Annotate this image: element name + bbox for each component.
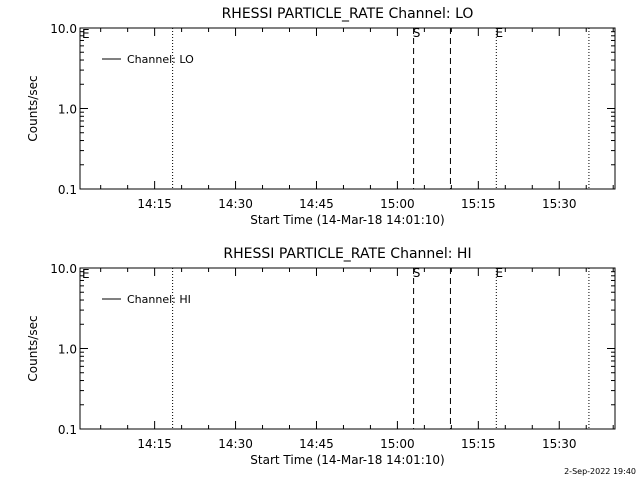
x-tick-label: 15:15 [461, 437, 496, 451]
y-tick-label: 1.0 [58, 103, 77, 117]
x-tick-label: 14:45 [299, 197, 334, 211]
x-tick-label: 14:30 [218, 437, 253, 451]
x-tick-label: 14:30 [218, 197, 253, 211]
footer-timestamp: 2-Sep-2022 19:40 [564, 467, 636, 476]
marker-label: S [413, 26, 421, 40]
corner-label: E [82, 267, 90, 281]
y-axis-label: Counts/sec [26, 75, 40, 141]
corner-label: E [82, 27, 90, 41]
x-axis-label: Start Time (14-Mar-18 14:01:10) [250, 213, 444, 227]
x-tick-label: 14:15 [137, 437, 172, 451]
y-tick-label: 10.0 [50, 22, 77, 36]
x-tick-label: 15:30 [542, 197, 577, 211]
chart-panel-1: RHESSI PARTICLE_RATE Channel: HI 0.1 1.0 10… [26, 246, 616, 467]
y-axis-label: Counts/sec [26, 315, 40, 381]
y-tick-label: 0.1 [58, 183, 77, 197]
x-tick-label: 15:00 [380, 197, 415, 211]
x-tick-label: 15:15 [461, 197, 496, 211]
y-tick-label: 10.0 [50, 262, 77, 276]
x-tick-label: 15:30 [542, 437, 577, 451]
legend-entry: Channel: HI [127, 293, 191, 306]
marker-label: E [496, 26, 504, 40]
chart-title: RHESSI PARTICLE_RATE Channel: HI [223, 246, 471, 262]
y-tick-label: 1.0 [58, 343, 77, 357]
x-tick-label: 15:00 [380, 437, 415, 451]
legend-entry: Channel: LO [127, 53, 194, 66]
chart-panel-0: RHESSI PARTICLE_RATE Channel: LO 0.1 1.0 10… [26, 6, 616, 227]
marker-label: S [413, 266, 421, 280]
x-tick-label: 14:45 [299, 437, 334, 451]
x-tick-label: 14:15 [137, 197, 172, 211]
marker-label: E [496, 266, 504, 280]
y-tick-label: 0.1 [58, 423, 77, 437]
x-axis-label: Start Time (14-Mar-18 14:01:10) [250, 453, 444, 467]
chart-title: RHESSI PARTICLE_RATE Channel: LO [222, 6, 474, 22]
